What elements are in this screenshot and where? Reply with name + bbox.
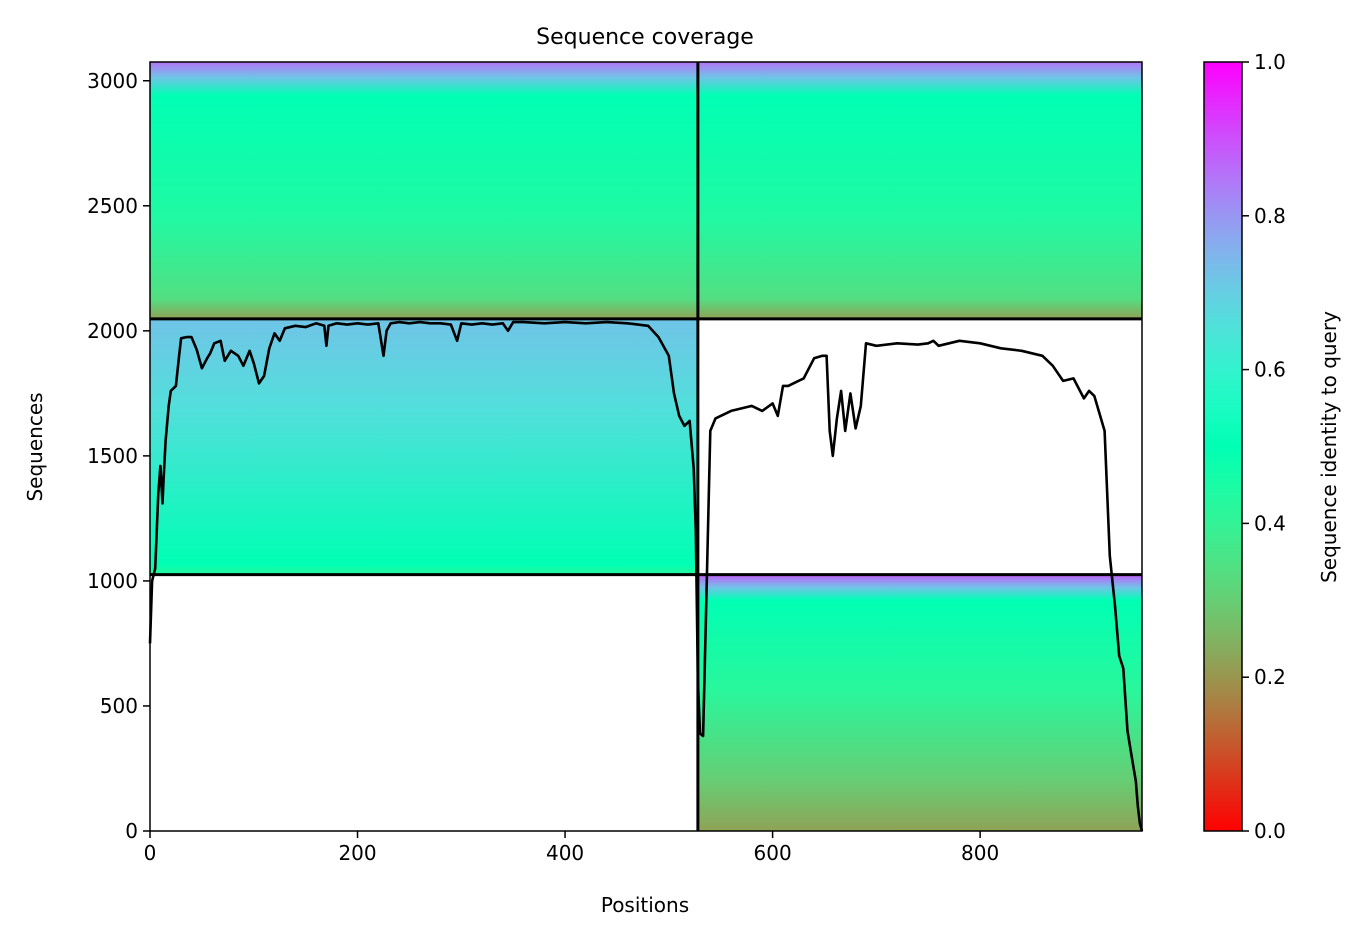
colorbar-gradient: [1203, 61, 1243, 832]
y-axis-label: Sequences: [23, 392, 47, 501]
heatmap-block: [150, 62, 698, 319]
y-tick-label: 0: [125, 819, 138, 843]
colorbar-label: Sequence identity to query: [1317, 311, 1341, 583]
coverage-line-group: [148, 320, 1144, 832]
y-tick-label: 2500: [87, 194, 138, 218]
colorbar: 0.0 0.2 0.4 0.6 0.8 1.0: [1203, 50, 1286, 843]
colorbar-tick-label: 0.8: [1254, 204, 1286, 228]
heatmap-block: [150, 318, 698, 575]
x-axis-label: Positions: [601, 893, 689, 917]
coverage-line: [148, 320, 1144, 832]
coverage-heatmap: [150, 62, 1142, 831]
plot-frame: [149, 61, 1143, 832]
y-tick-label: 2000: [87, 319, 138, 343]
colorbar-tick-label: 0.6: [1254, 358, 1286, 382]
x-tick-label: 800: [961, 841, 999, 865]
x-axis: 0 200 400 600 800: [144, 831, 999, 865]
colorbar-tick-label: 0.4: [1254, 511, 1286, 535]
heatmap-block: [697, 574, 1142, 831]
y-tick-label: 1000: [87, 569, 138, 593]
colorbar-tick-label: 0.0: [1254, 819, 1286, 843]
chart-title: Sequence coverage: [536, 25, 754, 50]
x-tick-label: 0: [144, 841, 157, 865]
y-tick-label: 1500: [87, 444, 138, 468]
heatmap-block: [697, 62, 1142, 319]
x-tick-label: 600: [754, 841, 792, 865]
x-tick-label: 400: [546, 841, 584, 865]
y-axis: 0 500 1000 1500 2000 2500 3000: [87, 69, 150, 843]
colorbar-tick-label: 1.0: [1254, 50, 1286, 74]
x-tick-label: 200: [338, 841, 376, 865]
colorbar-tick-label: 0.2: [1254, 665, 1286, 689]
y-tick-label: 500: [100, 694, 138, 718]
y-tick-label: 3000: [87, 69, 138, 93]
